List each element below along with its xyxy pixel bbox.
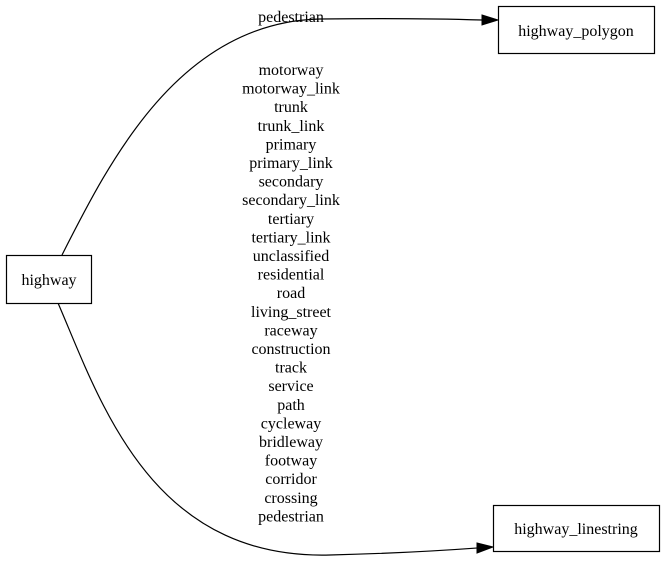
node-label: highway_linestring: [514, 521, 638, 538]
edge-label: trunk_link: [258, 118, 325, 135]
edge-label: motorway: [259, 62, 324, 79]
edge-label: pedestrian: [258, 9, 324, 26]
arrowhead-icon: [476, 542, 495, 554]
edge-label: primary: [266, 136, 317, 153]
edge-label: secondary_link: [242, 192, 340, 209]
edge-label: track: [275, 360, 307, 377]
edge-label: motorway_link: [242, 81, 340, 98]
edge-label: service: [268, 378, 313, 395]
edge-label: unclassified: [253, 248, 329, 265]
arrowhead-icon: [481, 14, 500, 26]
edge-label: construction: [251, 341, 330, 358]
edge-highway-to-linestring: [57, 302, 478, 556]
edge-label: raceway: [264, 322, 317, 339]
edge-label: bridleway: [259, 434, 323, 451]
node-label: highway_polygon: [518, 23, 634, 40]
edge-label: path: [277, 397, 305, 414]
edge-label: tertiary_link: [251, 229, 330, 246]
node-label: highway: [21, 272, 76, 289]
edge-label: corridor: [265, 471, 317, 488]
edge-label: trunk: [274, 99, 308, 116]
node-highway-linestring[interactable]: highway_linestring: [492, 504, 661, 553]
edge-label: crossing: [264, 490, 317, 507]
node-highway-polygon[interactable]: highway_polygon: [497, 5, 656, 55]
edge-label-list: motorwaymotorway_linktrunktrunk_linkprim…: [242, 62, 340, 525]
edge-label: footway: [265, 453, 317, 470]
edge-label: secondary: [259, 174, 324, 191]
edge-label: road: [277, 285, 305, 302]
edge-label: residential: [258, 267, 325, 284]
edge-label: tertiary: [268, 211, 314, 228]
edge-label: cycleway: [261, 415, 321, 432]
node-highway[interactable]: highway: [5, 254, 93, 305]
edge-label: primary_link: [249, 155, 333, 172]
edge-label: pedestrian: [258, 508, 324, 525]
edge-label: living_street: [251, 304, 332, 321]
edge-highway-to-polygon: [61, 17, 483, 256]
